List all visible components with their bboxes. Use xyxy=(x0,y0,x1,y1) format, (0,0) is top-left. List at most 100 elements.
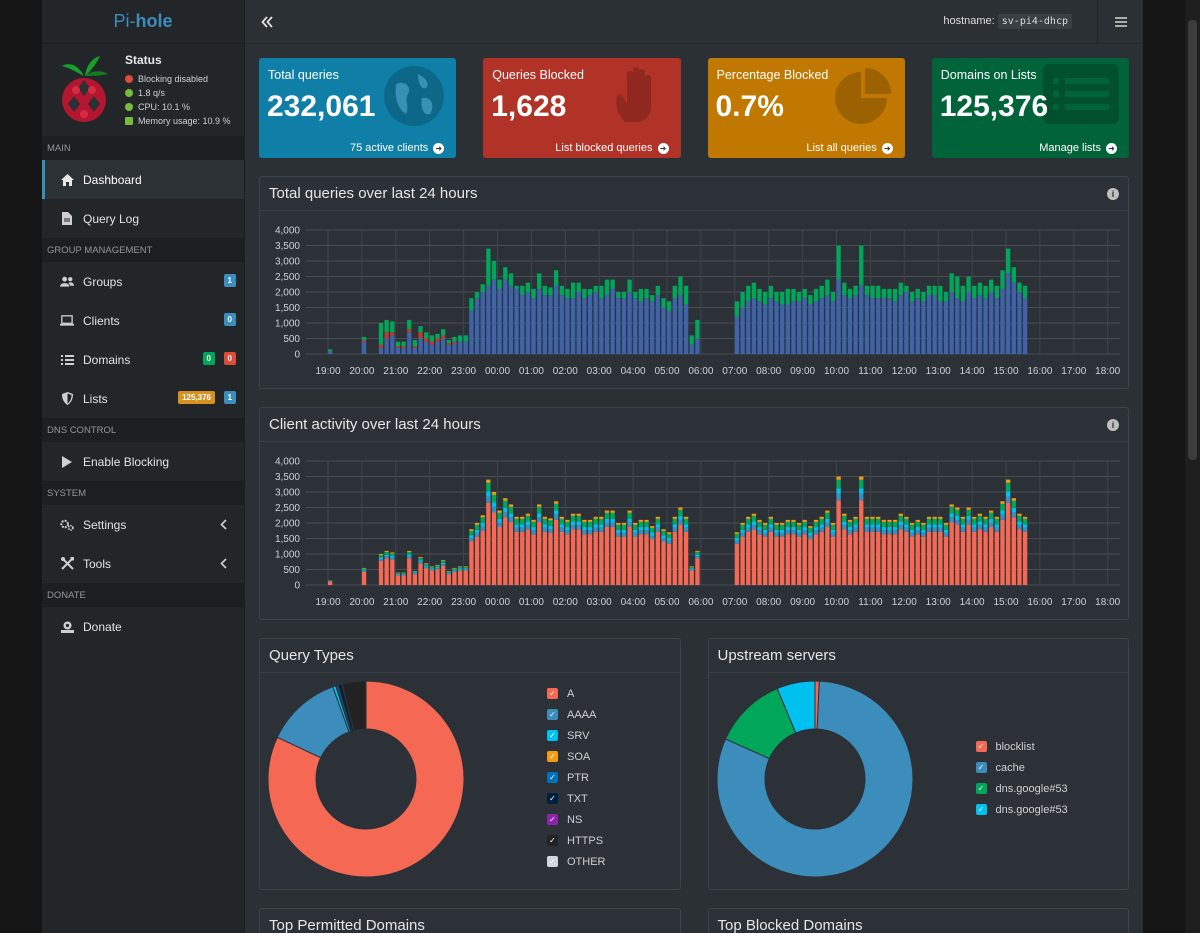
bar-segment xyxy=(667,533,672,539)
tile-footer-link[interactable]: List all queries ➜ xyxy=(806,142,893,154)
bar-segment xyxy=(763,523,768,525)
bar-segment xyxy=(949,522,954,585)
sidebar-item-donate[interactable]: Donate xyxy=(42,607,244,646)
bar-segment xyxy=(424,563,429,566)
legend-item[interactable]: ✓ SOA xyxy=(547,746,606,767)
checkbox-checked-icon[interactable]: ✓ xyxy=(975,762,987,773)
bar-segment xyxy=(819,516,824,519)
query-types-pie-chart[interactable] xyxy=(266,679,476,889)
bar-segment xyxy=(847,519,853,522)
sidebar-collapse-button[interactable] xyxy=(261,12,273,33)
pie-icon xyxy=(834,68,891,124)
sidebar-item-domains[interactable]: Domains 0 0 xyxy=(42,340,244,379)
bar-segment xyxy=(825,522,830,527)
bar-segment xyxy=(1000,270,1005,289)
bar-segment xyxy=(616,298,621,354)
bar-segment xyxy=(802,519,807,522)
bar-segment xyxy=(763,532,768,537)
bar-segment xyxy=(740,523,745,525)
bar-segment xyxy=(407,319,412,330)
bar-segment xyxy=(446,340,451,344)
checkbox-checked-icon[interactable]: ✓ xyxy=(975,783,987,794)
checkbox-checked-icon[interactable]: ✓ xyxy=(547,835,558,846)
checkbox-checked-icon[interactable]: ✓ xyxy=(547,856,558,867)
checkbox-checked-icon[interactable]: ✓ xyxy=(547,772,558,783)
sidebar-item-clients[interactable]: Clients 0 xyxy=(42,301,244,340)
menu-toggle-button[interactable] xyxy=(1097,0,1143,44)
top-blocked-domains-box: Top Blocked Domains xyxy=(707,908,1129,933)
x-tick-label: 13:00 xyxy=(926,597,951,608)
bar-segment xyxy=(915,521,920,528)
pihole-logo xyxy=(62,56,108,122)
bar-segment xyxy=(695,556,700,559)
bar-segment xyxy=(537,513,542,518)
legend-item[interactable]: ✓ AAAA xyxy=(547,704,606,725)
checkbox-checked-icon[interactable]: ✓ xyxy=(547,814,558,825)
bar-segment xyxy=(1000,510,1005,515)
legend-item[interactable]: ✓ blocklist xyxy=(975,736,1068,757)
page-scrollbar[interactable] xyxy=(1185,0,1200,933)
bar-segment xyxy=(565,527,570,531)
legend-item[interactable]: ✓ PTR xyxy=(547,767,606,788)
sidebar-item-query-log[interactable]: Query Log xyxy=(42,199,244,238)
tile-footer-link[interactable]: List blocked queries ➜ xyxy=(555,142,669,154)
bar-segment xyxy=(802,530,807,535)
sidebar-item-groups[interactable]: Groups 1 xyxy=(42,262,244,301)
sidebar-item-tools[interactable]: Tools xyxy=(42,544,244,583)
bar-segment xyxy=(587,295,593,354)
bar-segment xyxy=(486,479,491,483)
queries-over-time-chart[interactable]: 4,0003,5003,0002,5002,0001,5001,00050001… xyxy=(260,212,1128,389)
legend-item[interactable]: ✓ SRV xyxy=(547,725,606,746)
legend-item[interactable]: ✓ OTHER xyxy=(547,851,606,872)
bar-segment xyxy=(751,529,757,585)
bar-segment xyxy=(864,527,870,532)
bar-segment xyxy=(644,527,649,531)
bar-segment xyxy=(859,500,864,585)
legend-item[interactable]: ✓ dns.google#53 xyxy=(975,778,1068,799)
bar-segment xyxy=(791,530,796,535)
checkbox-checked-icon[interactable]: ✓ xyxy=(547,793,558,804)
checkbox-checked-icon[interactable]: ✓ xyxy=(547,751,558,762)
legend-item[interactable]: ✓ dns.google#53 xyxy=(975,799,1068,820)
checkbox-checked-icon[interactable]: ✓ xyxy=(547,688,558,699)
bar-segment xyxy=(655,516,660,519)
legend-item[interactable]: ✓ HTTPS xyxy=(547,830,606,851)
checkbox-checked-icon[interactable]: ✓ xyxy=(547,730,558,741)
bar-segment xyxy=(469,310,474,354)
tile-footer-text: Manage lists xyxy=(1039,142,1101,154)
info-icon[interactable]: i xyxy=(1107,188,1119,200)
sidebar-item-lists[interactable]: Lists 125,376 1 xyxy=(42,379,244,418)
checkbox-checked-icon[interactable]: ✓ xyxy=(547,709,558,720)
info-icon[interactable]: i xyxy=(1107,419,1119,431)
sidebar-item-dashboard[interactable]: Dashboard xyxy=(42,160,244,199)
bar-segment xyxy=(407,551,412,555)
tile-title: Total queries xyxy=(268,68,339,82)
tile-footer-link[interactable]: Manage lists ➜ xyxy=(1039,142,1117,154)
legend-item[interactable]: ✓ cache xyxy=(975,757,1068,778)
checkbox-checked-icon[interactable]: ✓ xyxy=(975,741,987,752)
bar-segment xyxy=(1017,282,1022,292)
bar-segment xyxy=(949,506,954,514)
legend-item[interactable]: ✓ A xyxy=(547,683,606,704)
scrollbar-thumb[interactable] xyxy=(1188,20,1197,460)
bar-segment xyxy=(435,565,440,568)
bar-segment xyxy=(616,536,621,585)
bar-segment xyxy=(407,332,412,354)
bar-segment xyxy=(830,523,836,525)
gears-icon xyxy=(60,518,74,532)
bar-segment xyxy=(395,347,401,354)
bar-segment xyxy=(864,518,870,525)
sidebar-item-settings[interactable]: Settings xyxy=(42,505,244,544)
client-activity-chart[interactable]: 4,0003,5003,0002,5002,0001,5001,00050001… xyxy=(260,443,1128,620)
tile-footer-link[interactable]: 75 active clients ➜ xyxy=(350,142,445,154)
checkbox-checked-icon[interactable]: ✓ xyxy=(975,804,987,815)
legend-item[interactable]: ✓ TXT xyxy=(547,788,606,809)
bar-segment xyxy=(559,295,564,354)
brand-logo-text[interactable]: Pi-hole xyxy=(42,0,244,44)
bar-segment xyxy=(491,506,497,513)
legend-item[interactable]: ✓ NS xyxy=(547,809,606,830)
sidebar-item-enable-blocking[interactable]: Enable Blocking xyxy=(42,442,244,481)
upstream-servers-pie-chart[interactable] xyxy=(715,679,925,889)
bar-segment xyxy=(813,527,819,531)
bar-segment xyxy=(576,521,581,526)
